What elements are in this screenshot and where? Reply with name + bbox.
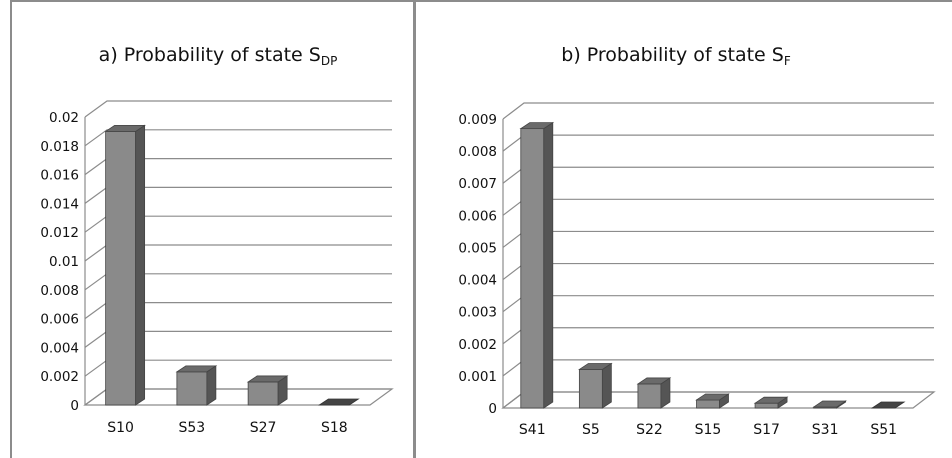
chart-b-gridline: [502, 230, 934, 248]
chart-a-x-tick-label: S10: [107, 420, 134, 436]
chart-a-y-tick-label: 0.004: [40, 340, 79, 356]
chart-b-bar: [754, 402, 779, 409]
chart-b-x-tick-label: S5: [582, 422, 600, 438]
chart-a-y-tick-label: 0.02: [49, 110, 79, 126]
chart-b-panel: b) Probability of state SF 0 0.001 0.002 0.…: [413, 0, 952, 458]
chart-b-x-tick-label: S51: [870, 422, 897, 438]
chart-a-y-tick-label: 0.008: [40, 283, 79, 299]
chart-a-bar-side: [135, 124, 146, 406]
chart-b-y-tick-label: 0.002: [458, 337, 497, 353]
chart-b-gridline: [502, 166, 934, 184]
chart-b-x-tick-label: S41: [519, 422, 546, 438]
chart-a-bar-top: [246, 375, 289, 383]
chart-b-bar: [520, 128, 545, 409]
chart-b-title: b) Probability of state SF: [561, 44, 790, 68]
chart-b-y-tick-label: 0.007: [458, 176, 497, 192]
chart-b-bar-top: [578, 363, 613, 370]
chart-b-bar-top: [870, 401, 906, 409]
chart-b-bar-top: [812, 400, 847, 408]
chart-a-title: a) Probability of state SDP: [99, 44, 338, 68]
chart-a-bar-top: [104, 125, 146, 132]
chart-b-gridline: [502, 295, 934, 313]
chart-a-title-main: a) Probability of state S: [98, 44, 321, 66]
chart-a-gridline: [84, 129, 392, 147]
chart-a-svg: 0 0.002 0.004 0.006 0.008 0.01 0.012 0.014 0.016…: [40, 100, 394, 436]
chart-b-gridline: [502, 262, 934, 281]
chart-a-y-tick-label: 0.01: [49, 254, 79, 270]
chart-a-y-tick-label: 0.012: [40, 225, 79, 241]
chart-a-bar-top: [318, 398, 360, 406]
chart-b-y-tick-label: 0: [488, 401, 497, 417]
chart-b-x-tick-label: S22: [636, 422, 663, 438]
chart-b-bar-top: [636, 377, 672, 385]
chart-a-y-tick-label: 0.006: [40, 312, 79, 328]
chart-a-x-tick-label: S18: [321, 420, 348, 436]
chart-a-bar: [247, 381, 279, 406]
chart-b-bar-side: [601, 362, 612, 409]
chart-b-y-tick-label: 0.008: [458, 144, 497, 160]
chart-b-title-sub: F: [783, 54, 791, 68]
chart-b-svg: 0 0.001 0.002 0.003 0.004 0.005 0.006 0.007 0.00…: [458, 102, 936, 438]
chart-a-x-tick-label: S27: [250, 420, 277, 436]
chart-b-bar: [696, 399, 720, 409]
chart-b-bar-top: [695, 393, 730, 401]
chart-a-y-tick-label: 0.002: [40, 369, 79, 385]
chart-a-title-sub: DP: [320, 54, 338, 68]
border-top: [10, 0, 952, 2]
chart-a-y-tick-label: 0.016: [40, 168, 79, 184]
chart-b-gridline: [502, 327, 934, 345]
chart-b-y-tick-label: 0.004: [458, 273, 497, 289]
chart-a-panel: a) Probability of state SDP 0 0.002 0.004 0…: [0, 0, 413, 458]
chart-b-gridline: [502, 359, 934, 377]
chart-b-bar-top: [753, 396, 789, 404]
chart-b-bar: [637, 383, 662, 409]
chart-b-bar: [578, 369, 603, 409]
chart-b-gridline: [502, 102, 934, 120]
chart-a-x-tick-label: S53: [179, 420, 206, 436]
chart-b-gridline: [502, 134, 934, 152]
chart-b-x-tick-label: S31: [812, 422, 839, 438]
chart-a-y-tick-label: 0.018: [40, 139, 79, 155]
chart-b-y-tick-label: 0.005: [458, 240, 497, 256]
chart-a-y-tick-label: 0.014: [40, 196, 79, 212]
chart-b-bar-top: [519, 122, 555, 130]
chart-b-y-tick-label: 0.006: [458, 208, 497, 224]
chart-b-bar-side: [543, 121, 554, 409]
chart-a-bar-side: [206, 365, 217, 406]
chart-b-y-tick-label: 0.003: [458, 305, 497, 321]
chart-b-y-tick-label: 0.009: [458, 112, 497, 128]
chart-b-y-tick-label: 0.001: [458, 369, 497, 385]
chart-a-gridline: [84, 100, 392, 118]
chart-a-bar-top: [175, 365, 218, 373]
chart-a-bar: [105, 130, 137, 406]
chart-b-x-tick-label: S17: [753, 422, 780, 438]
chart-a-y-tick-label: 0: [70, 398, 79, 414]
chart-a-bar: [176, 371, 208, 406]
chart-b-x-tick-label: S15: [695, 422, 722, 438]
chart-b-gridline: [502, 198, 934, 216]
border-left: [10, 0, 12, 458]
chart-b-title-main: b) Probability of state S: [561, 44, 784, 66]
panel-divider: [413, 0, 416, 458]
